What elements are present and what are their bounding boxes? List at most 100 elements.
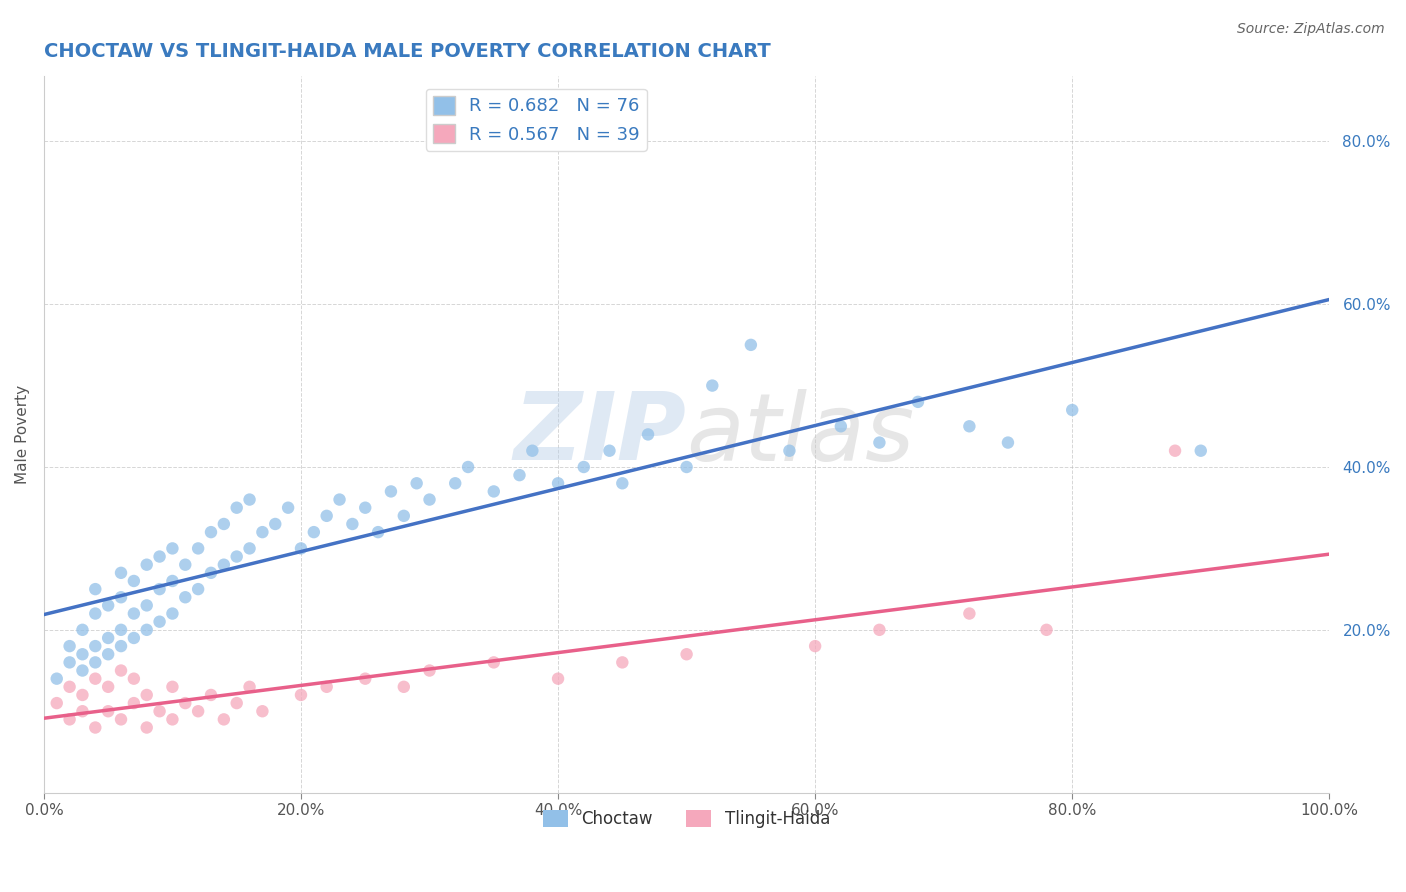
Point [444,476,467,491]
Point [162,574,184,588]
Point [315,680,337,694]
Point [482,656,505,670]
Point [122,696,145,710]
Point [122,574,145,588]
Point [354,500,377,515]
Point [162,712,184,726]
Point [162,541,184,556]
Point [45,696,67,710]
Point [148,549,170,564]
Point [252,525,274,540]
Point [702,378,724,392]
Point [84,672,107,686]
Point [572,460,595,475]
Point [212,558,235,572]
Point [200,688,222,702]
Point [238,680,260,694]
Point [1062,403,1084,417]
Point [612,656,634,670]
Point [59,680,82,694]
Point [328,492,350,507]
Point [162,680,184,694]
Point [804,639,827,653]
Point [110,566,132,580]
Point [830,419,852,434]
Point [97,704,120,718]
Point [187,541,209,556]
Point [212,516,235,531]
Point [110,639,132,653]
Point [135,688,157,702]
Point [212,712,235,726]
Point [302,525,325,540]
Point [675,647,697,661]
Point [342,516,364,531]
Point [174,591,197,605]
Point [997,435,1019,450]
Point [290,688,312,702]
Point [380,484,402,499]
Point [97,631,120,645]
Point [367,525,389,540]
Point [187,704,209,718]
Point [148,615,170,629]
Point [418,664,440,678]
Point [135,599,157,613]
Point [778,443,800,458]
Point [200,566,222,580]
Point [868,435,890,450]
Point [72,647,94,661]
Point [868,623,890,637]
Point [225,696,247,710]
Point [598,443,620,458]
Point [392,680,415,694]
Point [200,525,222,540]
Point [45,672,67,686]
Point [148,704,170,718]
Point [110,664,132,678]
Point [957,419,980,434]
Point [97,599,120,613]
Point [72,688,94,702]
Point [122,631,145,645]
Point [1035,623,1057,637]
Point [84,639,107,653]
Point [457,460,479,475]
Point [122,672,145,686]
Point [957,607,980,621]
Point [174,558,197,572]
Point [84,656,107,670]
Point [187,582,209,596]
Point [122,607,145,621]
Text: CHOCTAW VS TLINGIT-HAIDA MALE POVERTY CORRELATION CHART: CHOCTAW VS TLINGIT-HAIDA MALE POVERTY CO… [44,42,770,61]
Point [97,680,120,694]
Point [84,721,107,735]
Point [264,516,287,531]
Point [110,623,132,637]
Point [508,468,530,483]
Text: Source: ZipAtlas.com: Source: ZipAtlas.com [1237,22,1385,37]
Point [315,508,337,523]
Point [354,672,377,686]
Point [482,484,505,499]
Point [522,443,544,458]
Point [547,476,569,491]
Point [405,476,427,491]
Point [110,712,132,726]
Point [418,492,440,507]
Point [135,558,157,572]
Point [84,582,107,596]
Point [252,704,274,718]
Point [1164,443,1187,458]
Point [637,427,659,442]
Point [174,696,197,710]
Point [547,672,569,686]
Point [59,712,82,726]
Point [135,721,157,735]
Point [135,623,157,637]
Point [225,549,247,564]
Legend: Choctaw, Tlingit-Haida: Choctaw, Tlingit-Haida [537,803,837,835]
Point [59,639,82,653]
Point [238,492,260,507]
Text: ZIP: ZIP [513,388,686,481]
